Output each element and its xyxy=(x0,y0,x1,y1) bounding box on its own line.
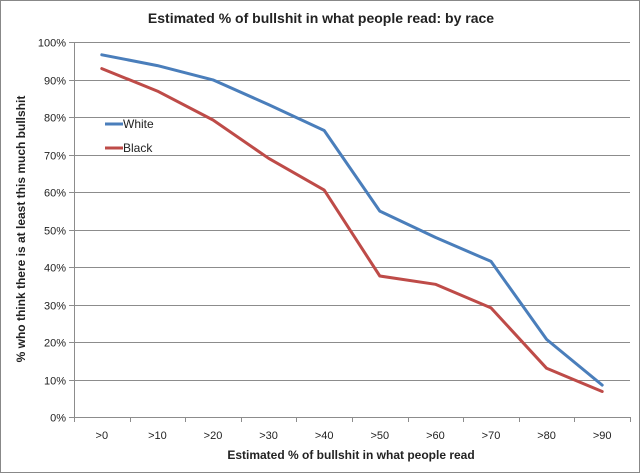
legend-label-white: White xyxy=(123,117,154,131)
x-tick-label: >80 xyxy=(537,430,556,442)
x-axis-title: Estimated % of bullshit in what people r… xyxy=(227,448,474,462)
x-tick-label: >70 xyxy=(482,430,501,442)
x-tick-label: >20 xyxy=(204,430,223,442)
y-tick-label: 100% xyxy=(38,38,66,50)
x-tick-label: >60 xyxy=(426,430,445,442)
y-tick-label: 30% xyxy=(44,301,66,313)
series-line-white xyxy=(100,53,604,387)
y-tick-label: 90% xyxy=(44,76,66,88)
series-line-black xyxy=(100,67,604,393)
gridlines xyxy=(74,42,630,381)
chart-title: Estimated % of bullshit in what people r… xyxy=(148,10,494,26)
x-tick-label: >40 xyxy=(315,430,334,442)
y-tick-label: 40% xyxy=(44,263,66,275)
legend: White Black xyxy=(105,117,154,155)
x-tick-label: >0 xyxy=(96,430,109,442)
y-tick-label: 50% xyxy=(44,226,66,238)
x-tick-label: >50 xyxy=(370,430,389,442)
y-tick-label: 80% xyxy=(44,113,66,125)
x-tick-label: >30 xyxy=(259,430,278,442)
y-axis-title: % who think there is at least this much … xyxy=(14,96,28,363)
y-tick-label: 70% xyxy=(44,151,66,163)
y-tick-labels: 0% 10% 20% 30% 40% 50% 60% 70% 80% 90% 100% xyxy=(38,38,66,425)
legend-label-black: Black xyxy=(123,141,153,155)
series-lines xyxy=(100,53,604,393)
x-tick-labels: >0 >10 >20 >30 >40 >50 >60 >70 >80 >90 xyxy=(96,430,612,442)
axes xyxy=(69,42,631,422)
x-tick-label: >10 xyxy=(148,430,167,442)
x-tick-label: >90 xyxy=(593,430,612,442)
y-tick-label: 10% xyxy=(44,376,66,388)
y-tick-label: 0% xyxy=(50,413,66,425)
y-tick-label: 20% xyxy=(44,338,66,350)
y-tick-label: 60% xyxy=(44,188,66,200)
